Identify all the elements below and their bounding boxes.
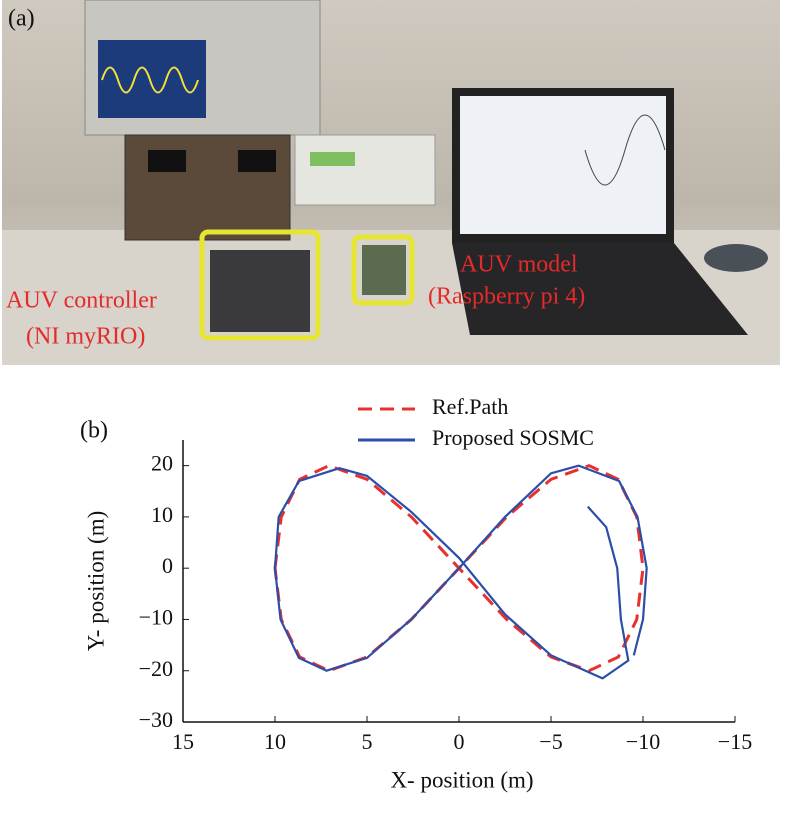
laptop-keyboard — [452, 243, 748, 335]
y-tick-label: 20 — [151, 451, 173, 476]
y-tick-label: −20 — [139, 656, 173, 681]
scope-screen — [98, 40, 206, 118]
panel-label: (a) — [8, 6, 35, 32]
x-axis-label: X- position (m) — [390, 767, 533, 792]
y-tick-label: −30 — [139, 707, 173, 732]
annotation: (NI myRIO) — [26, 324, 145, 350]
y-tick-label: 0 — [162, 553, 173, 578]
legend-label: Proposed SOSMC — [432, 425, 594, 450]
x-tick-label: −5 — [539, 729, 562, 754]
display — [148, 150, 186, 172]
raspberry-pi — [362, 245, 406, 295]
x-tick-label: −15 — [718, 729, 752, 754]
display — [238, 150, 276, 172]
scope-trace — [101, 66, 199, 94]
function-generator — [294, 134, 436, 206]
highlight-box — [351, 234, 415, 306]
annotation: AUV model — [460, 252, 578, 278]
x-tick-label: 15 — [172, 729, 194, 754]
annotation: AUV controller — [6, 288, 157, 314]
series-line — [273, 464, 645, 673]
y-tick-label: 10 — [151, 502, 173, 527]
highlight-box — [199, 229, 321, 341]
annotation: (Raspberry pi 4) — [428, 284, 585, 310]
legend-label: Ref.Path — [432, 394, 508, 419]
x-tick-label: 10 — [264, 729, 286, 754]
x-tick-label: −10 — [626, 729, 660, 754]
x-tick-label: 0 — [454, 729, 465, 754]
y-axis-label: Y- position (m) — [83, 511, 108, 652]
photo: (a) AUV controller (NI myRIO) AUV model … — [2, 0, 780, 365]
x-tick-label: 5 — [362, 729, 373, 754]
myrio — [210, 250, 310, 332]
y-tick-label: −10 — [139, 605, 173, 630]
panel-label: (b) — [80, 418, 108, 444]
display — [310, 152, 355, 166]
screen-content — [460, 96, 666, 234]
series-line — [273, 464, 648, 680]
screen-plot — [584, 114, 666, 186]
mouse — [704, 244, 768, 272]
